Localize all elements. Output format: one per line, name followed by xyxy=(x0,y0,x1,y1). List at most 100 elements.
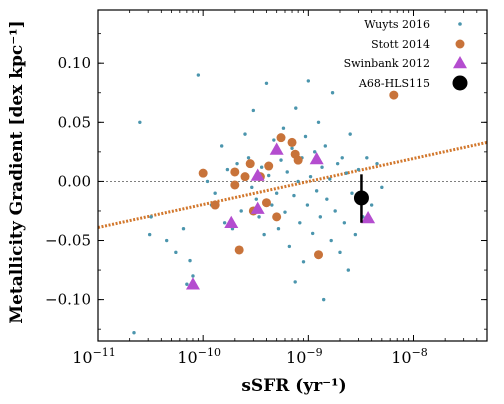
point-wuyts-2016 xyxy=(350,191,354,195)
legend-marker xyxy=(452,75,468,91)
point-swinbank-2012 xyxy=(250,168,265,181)
x-tick-exponent: −9 xyxy=(306,346,322,359)
point-wuyts-2016 xyxy=(330,91,335,95)
legend-label: Swinbank 2012 xyxy=(344,57,430,70)
y-tick-label: 0.00 xyxy=(58,172,91,190)
point-wuyts-2016 xyxy=(272,138,276,142)
point-wuyts-2016 xyxy=(301,260,306,264)
point-wuyts-2016 xyxy=(283,210,287,214)
point-wuyts-2016 xyxy=(380,185,384,190)
point-stott-2014 xyxy=(272,212,282,222)
point-wuyts-2016 xyxy=(329,238,333,243)
point-wuyts-2016 xyxy=(196,73,201,77)
point-stott-2014 xyxy=(261,198,271,208)
point-wuyts-2016 xyxy=(296,179,300,184)
point-swinbank-2012 xyxy=(309,151,324,165)
point-wuyts-2016 xyxy=(222,221,227,225)
point-wuyts-2016 xyxy=(293,280,297,284)
legend: Wuyts 2016 Stott 2014 Swinbank 2012 A68-HLS… xyxy=(344,18,468,91)
point-swinbank-2012 xyxy=(361,211,376,224)
y-tick-label: −0.05 xyxy=(45,232,91,250)
point-wuyts-2016 xyxy=(213,191,217,195)
point-wuyts-2016 xyxy=(313,150,317,154)
point-wuyts-2016 xyxy=(328,177,332,181)
plot-frame xyxy=(97,9,488,342)
point-wuyts-2016 xyxy=(132,331,136,335)
x-tick-base: 10 xyxy=(391,348,411,367)
point-wuyts-2016 xyxy=(316,120,321,125)
point-wuyts-2016 xyxy=(262,232,266,237)
y-axis-label: Metallicity Gradient [dex kpc⁻¹] xyxy=(7,20,27,323)
point-wuyts-2016 xyxy=(239,209,243,213)
x-tick-base: 10 xyxy=(177,348,197,367)
y-tick-label: 0.10 xyxy=(58,54,91,72)
x-tick-label: 10−8 xyxy=(391,346,428,367)
point-wuyts-2016 xyxy=(191,274,195,278)
point-wuyts-2016 xyxy=(250,185,254,190)
point-swinbank-2012 xyxy=(269,142,284,155)
point-stott-2014 xyxy=(264,161,274,171)
legend-label: A68-HLS115 xyxy=(358,77,430,90)
point-stott-2014 xyxy=(240,172,250,182)
point-wuyts-2016 xyxy=(235,161,239,166)
point-wuyts-2016 xyxy=(342,221,347,225)
x-tick-exponent: −10 xyxy=(198,346,221,359)
point-swinbank-2012 xyxy=(185,277,200,290)
x-tick-base: 10 xyxy=(72,348,92,367)
point-stott-2014 xyxy=(293,155,303,165)
point-wuyts-2016 xyxy=(149,215,153,219)
x-tick-exponent: −8 xyxy=(412,346,428,359)
point-wuyts-2016 xyxy=(305,203,310,207)
point-wuyts-2016 xyxy=(294,106,298,110)
point-stott-2014 xyxy=(245,159,255,169)
legend-marker xyxy=(453,56,467,69)
legend-marker xyxy=(458,22,462,26)
point-wuyts-2016 xyxy=(292,193,296,198)
point-wuyts-2016 xyxy=(325,197,329,201)
point-stott-2014 xyxy=(210,200,220,210)
point-wuyts-2016 xyxy=(138,120,142,125)
point-wuyts-2016 xyxy=(356,167,361,172)
fit-line xyxy=(97,140,488,229)
point-wuyts-2016 xyxy=(257,215,261,219)
point-wuyts-2016 xyxy=(321,297,326,302)
point-wuyts-2016 xyxy=(276,226,281,231)
point-wuyts-2016 xyxy=(251,108,256,113)
point-wuyts-2016 xyxy=(375,161,379,166)
point-wuyts-2016 xyxy=(353,232,358,237)
point-wuyts-2016 xyxy=(225,167,230,172)
point-wuyts-2016 xyxy=(310,231,315,236)
data-points-layer xyxy=(132,73,399,335)
point-wuyts-2016 xyxy=(181,226,186,231)
point-wuyts-2016 xyxy=(369,203,374,207)
point-stott-2014 xyxy=(230,180,240,190)
point-stott-2014 xyxy=(314,250,324,260)
point-wuyts-2016 xyxy=(259,165,264,169)
point-wuyts-2016 xyxy=(323,144,327,148)
x-tick-label: 10−9 xyxy=(286,346,323,367)
point-stott-2014 xyxy=(287,137,297,147)
point-wuyts-2016 xyxy=(219,144,224,148)
x-tick-label: 10−11 xyxy=(72,346,116,367)
point-wuyts-2016 xyxy=(174,250,178,255)
point-wuyts-2016 xyxy=(243,132,247,136)
x-tick-exponent: −11 xyxy=(93,346,116,359)
point-stott-2014 xyxy=(198,168,208,178)
x-tick-base: 10 xyxy=(286,348,306,367)
point-wuyts-2016 xyxy=(205,179,210,184)
point-wuyts-2016 xyxy=(303,134,308,139)
point-wuyts-2016 xyxy=(333,209,337,213)
y-tick-label: 0.05 xyxy=(58,113,91,131)
legend-label: Stott 2014 xyxy=(371,38,430,51)
axis-ticks-layer: 10−11 10−10 10−9 10−80.100.050.00−0.05−0.10 xyxy=(45,10,488,367)
point-wuyts-2016 xyxy=(314,189,319,193)
point-stott-2014 xyxy=(276,133,286,143)
point-wuyts-2016 xyxy=(365,156,369,160)
point-wuyts-2016 xyxy=(340,156,344,160)
point-wuyts-2016 xyxy=(348,132,352,136)
point-a68-hls115 xyxy=(353,190,369,206)
point-wuyts-2016 xyxy=(285,170,289,174)
legend-label: Wuyts 2016 xyxy=(364,18,430,31)
point-swinbank-2012 xyxy=(250,201,265,214)
